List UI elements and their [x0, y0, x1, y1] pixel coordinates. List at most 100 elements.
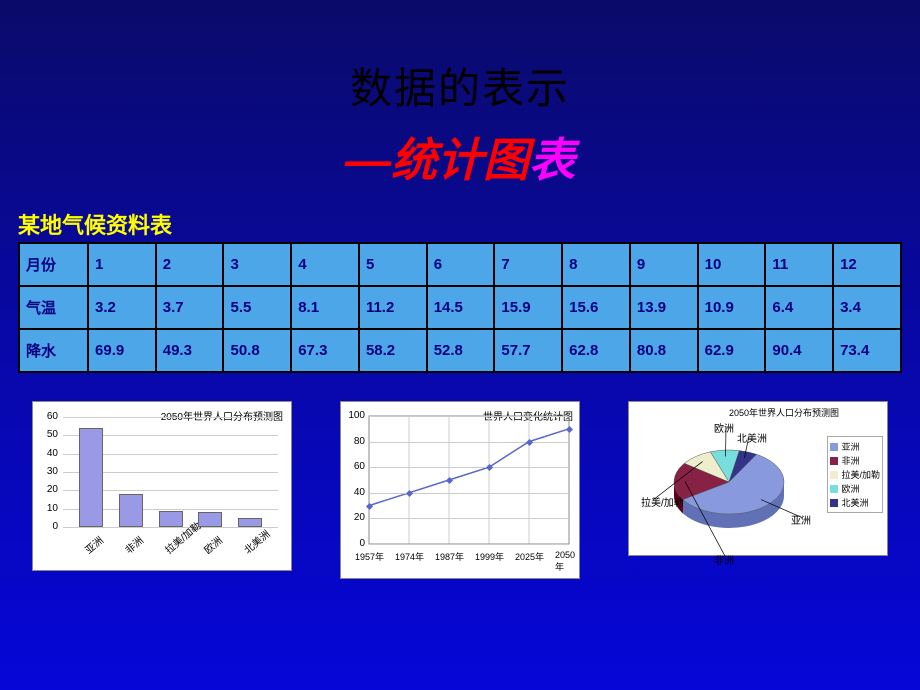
- legend-swatch: [830, 457, 838, 465]
- table-title: 某地气候资料表: [18, 208, 920, 240]
- table-cell: 4: [291, 243, 359, 286]
- table-cell: 3.7: [156, 286, 224, 329]
- table-cell: 69.9: [88, 329, 156, 372]
- bar: [79, 428, 103, 527]
- bar-ytick: 60: [47, 411, 58, 422]
- table-cell: 62.8: [562, 329, 630, 372]
- line-ytick: 40: [354, 487, 365, 498]
- bar: [238, 518, 262, 527]
- table-cell: 5: [359, 243, 427, 286]
- table-cell: 3: [223, 243, 291, 286]
- legend-label: 欧洲: [841, 482, 859, 495]
- legend-item: 亚洲: [830, 440, 880, 453]
- line-ytick: 80: [354, 436, 365, 447]
- title-sub-2: 表: [529, 134, 575, 186]
- bar-ytick: 10: [47, 503, 58, 514]
- pie-callout: 非洲: [714, 552, 734, 567]
- bar-xlabel: 欧洲: [200, 532, 225, 556]
- table-cell: 12: [833, 243, 901, 286]
- table-cell: 9: [630, 243, 698, 286]
- table-cell: 15.6: [562, 286, 630, 329]
- table-cell: 13.9: [630, 286, 698, 329]
- page-title-main: 数据的表示: [0, 0, 920, 116]
- pie-chart: 2050年世界人口分布预测图 欧洲北美洲拉美/加勒非洲亚洲 亚洲非洲拉美/加勒欧…: [628, 401, 888, 556]
- bar-ytick: 40: [47, 448, 58, 459]
- table-cell: 3.2: [88, 286, 156, 329]
- table-cell: 8.1: [291, 286, 359, 329]
- bar-ytick: 20: [47, 484, 58, 495]
- legend-label: 拉美/加勒: [841, 468, 880, 481]
- table-cell: 降水: [19, 329, 88, 372]
- table-cell: 58.2: [359, 329, 427, 372]
- bar: [159, 511, 183, 528]
- table-cell: 2: [156, 243, 224, 286]
- bar-chart-title: 2050年世界人口分布预测图: [161, 408, 283, 423]
- charts-row: 2050年世界人口分布预测图 0102030405060亚洲非洲拉美/加勒欧洲北…: [0, 373, 920, 579]
- table-cell: 52.8: [427, 329, 495, 372]
- bar-xlabel: 亚洲: [81, 532, 106, 556]
- line-xlabel: 2050年: [555, 550, 579, 573]
- table-cell: 11: [765, 243, 833, 286]
- table-cell: 11.2: [359, 286, 427, 329]
- legend-label: 北美洲: [841, 496, 868, 509]
- line-ytick: 0: [359, 538, 365, 549]
- pie-callout: 欧洲: [714, 420, 734, 435]
- legend-swatch: [830, 471, 838, 479]
- table-cell: 10: [698, 243, 766, 286]
- legend-label: 非洲: [841, 454, 859, 467]
- legend-swatch: [830, 443, 838, 451]
- table-cell: 14.5: [427, 286, 495, 329]
- line-ytick: 20: [354, 512, 365, 523]
- line-xlabel: 1999年: [475, 550, 504, 563]
- line-xlabel: 1957年: [355, 550, 384, 563]
- table-cell: 6: [427, 243, 495, 286]
- bar-xlabel: 北美洲: [240, 526, 273, 557]
- table-cell: 5.5: [223, 286, 291, 329]
- table-cell: 3.4: [833, 286, 901, 329]
- line-ytick: 100: [348, 410, 365, 421]
- legend-item: 欧洲: [830, 482, 880, 495]
- legend-swatch: [830, 485, 838, 493]
- bar-ytick: 0: [52, 521, 58, 532]
- title-sub-1: 统计图: [391, 134, 529, 186]
- table-row: 月份123456789101112: [19, 243, 901, 286]
- pie-callout: 北美洲: [737, 430, 767, 445]
- table-cell: 7: [494, 243, 562, 286]
- bar-ytick: 50: [47, 429, 58, 440]
- legend-item: 北美洲: [830, 496, 880, 509]
- bar-ytick: 30: [47, 466, 58, 477]
- bar-xlabel: 非洲: [121, 532, 146, 556]
- table-cell: 80.8: [630, 329, 698, 372]
- table-cell: 50.8: [223, 329, 291, 372]
- title-dash: —: [345, 134, 391, 186]
- table-cell: 57.7: [494, 329, 562, 372]
- bar: [119, 494, 143, 527]
- legend-item: 拉美/加勒: [830, 468, 880, 481]
- pie-callout: 拉美/加勒: [641, 494, 684, 509]
- table-row: 气温3.23.75.58.111.214.515.915.613.910.96.…: [19, 286, 901, 329]
- line-xlabel: 1987年: [435, 550, 464, 563]
- climate-table: 月份123456789101112气温3.23.75.58.111.214.51…: [18, 242, 902, 373]
- line-xlabel: 1974年: [395, 550, 424, 563]
- table-cell: 15.9: [494, 286, 562, 329]
- line-ytick: 60: [354, 461, 365, 472]
- table-cell: 90.4: [765, 329, 833, 372]
- pie-callout: 亚洲: [791, 512, 811, 527]
- legend-item: 非洲: [830, 454, 880, 467]
- table-cell: 10.9: [698, 286, 766, 329]
- table-cell: 1: [88, 243, 156, 286]
- table-cell: 6.4: [765, 286, 833, 329]
- table-cell: 62.9: [698, 329, 766, 372]
- table-cell: 8: [562, 243, 630, 286]
- bar: [198, 512, 222, 527]
- legend-swatch: [830, 499, 838, 507]
- table-cell: 气温: [19, 286, 88, 329]
- page-title-sub: —统计图表: [0, 124, 920, 190]
- pie-legend: 亚洲非洲拉美/加勒欧洲北美洲: [827, 436, 883, 513]
- bar-chart: 2050年世界人口分布预测图 0102030405060亚洲非洲拉美/加勒欧洲北…: [32, 401, 292, 571]
- table-cell: 49.3: [156, 329, 224, 372]
- table-cell: 73.4: [833, 329, 901, 372]
- table-cell: 67.3: [291, 329, 359, 372]
- table-cell: 月份: [19, 243, 88, 286]
- line-xlabel: 2025年: [515, 550, 544, 563]
